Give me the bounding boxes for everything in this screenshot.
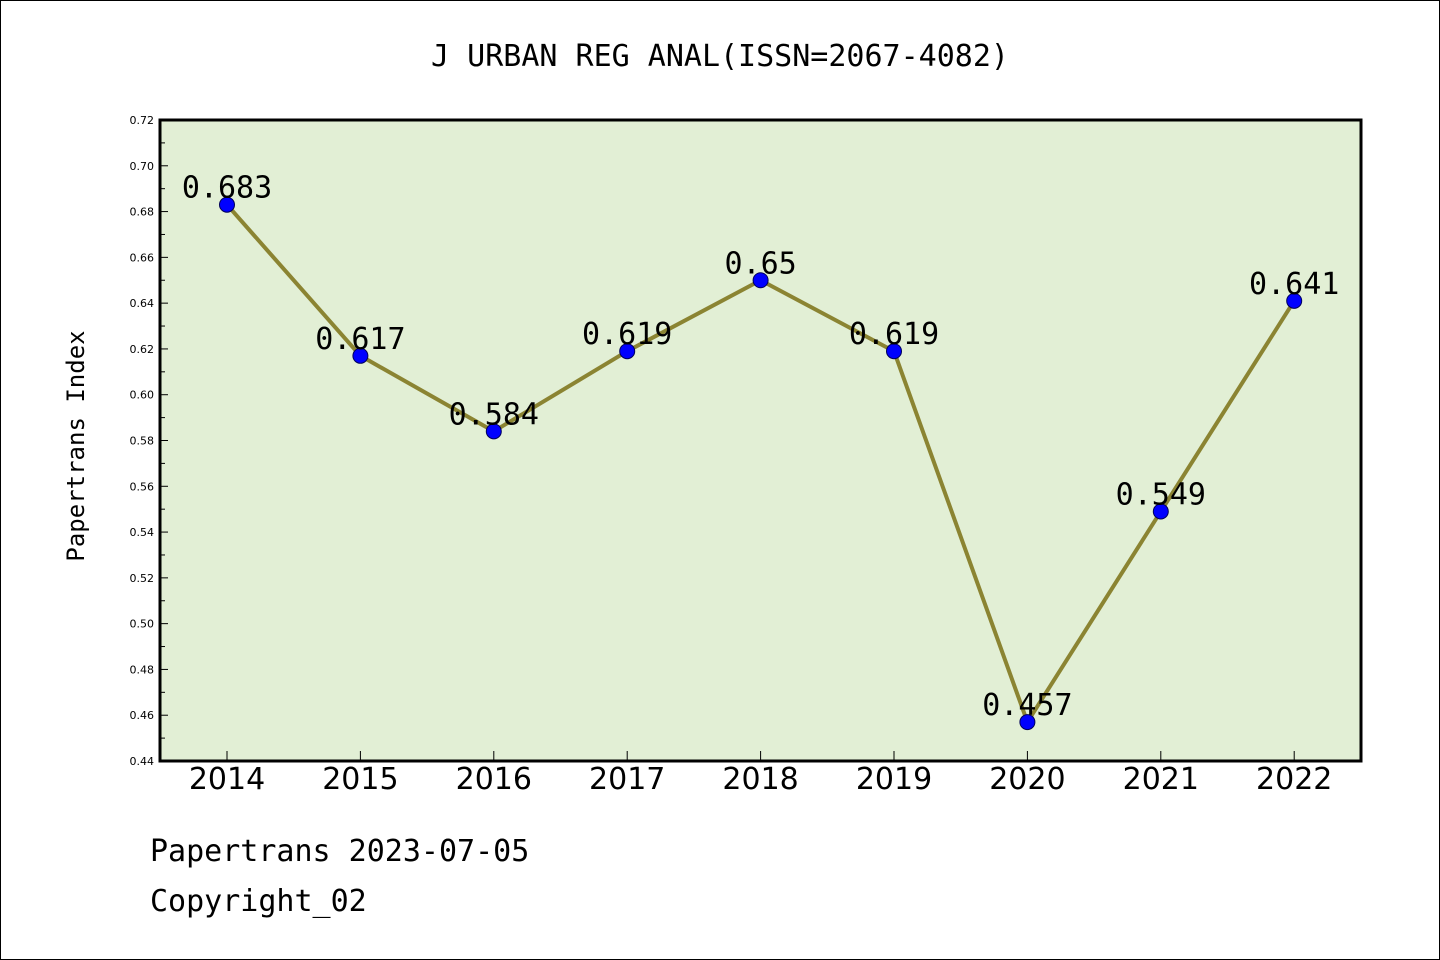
data-label: 0.641: [1249, 267, 1339, 302]
x-tick-label: 2014: [189, 762, 265, 797]
data-label: 0.619: [849, 317, 939, 352]
footer-copyright: Copyright_02: [150, 884, 367, 919]
y-tick-label: 0.70: [130, 160, 155, 173]
data-point-marker: [1286, 292, 1303, 309]
x-tick-label: 2020: [989, 762, 1065, 797]
data-point-marker: [1152, 503, 1169, 520]
data-point-marker: [1019, 714, 1036, 731]
y-tick-label: 0.60: [130, 389, 155, 402]
y-tick-label: 0.48: [130, 663, 155, 676]
data-label: 0.683: [182, 171, 272, 206]
y-tick-label: 0.46: [130, 709, 155, 722]
x-tick-label: 2015: [322, 762, 398, 797]
x-tick-label: 2017: [589, 762, 665, 797]
y-tick-label: 0.64: [130, 297, 155, 310]
data-label: 0.584: [449, 397, 539, 432]
data-label: 0.65: [724, 246, 796, 281]
data-point-marker: [219, 196, 235, 213]
y-tick-label: 0.56: [130, 480, 155, 493]
data-point-marker: [619, 343, 636, 360]
data-labels-group: 0.683 0.617 0.584 0.619 0.65 0.619 0.457 0.549 0…: [182, 171, 1340, 723]
x-tick-label: 2016: [456, 762, 532, 797]
x-tick-label: 2022: [1256, 762, 1332, 797]
x-tick-label: 2018: [722, 762, 798, 797]
plot-area: [160, 120, 1361, 761]
y-tick-label: 0.52: [130, 572, 155, 585]
x-axis: 2014 2015 2016 2017 2018 2019 2020 2021 2022: [189, 751, 1332, 797]
data-label: 0.619: [582, 317, 672, 352]
markers-group: [219, 196, 1303, 731]
y-axis-label: Papertrans Index: [62, 330, 90, 561]
y-tick-label: 0.62: [130, 343, 155, 356]
x-tick-label: 2021: [1123, 762, 1199, 797]
y-tick-label: 0.44: [130, 755, 155, 768]
y-tick-label: 0.58: [130, 435, 155, 448]
footer-date: Papertrans 2023-07-05: [150, 834, 530, 869]
y-tick-label: 0.66: [130, 251, 155, 264]
data-label: 0.457: [982, 688, 1072, 723]
y-tick-label: 0.68: [130, 206, 155, 219]
y-tick-label: 0.72: [130, 114, 155, 127]
data-label: 0.617: [315, 322, 405, 357]
data-label: 0.549: [1116, 477, 1206, 512]
data-point-marker: [752, 272, 769, 289]
plot-frame: [158, 118, 1363, 763]
chart-title: J URBAN REG ANAL(ISSN=2067-4082): [431, 39, 1009, 74]
y-tick-label: 0.54: [130, 526, 155, 539]
data-point-marker: [886, 343, 902, 360]
y-tick-label: 0.50: [130, 618, 155, 631]
data-point-marker: [352, 347, 369, 364]
data-point-marker: [485, 423, 502, 440]
x-tick-label: 2019: [856, 762, 932, 797]
